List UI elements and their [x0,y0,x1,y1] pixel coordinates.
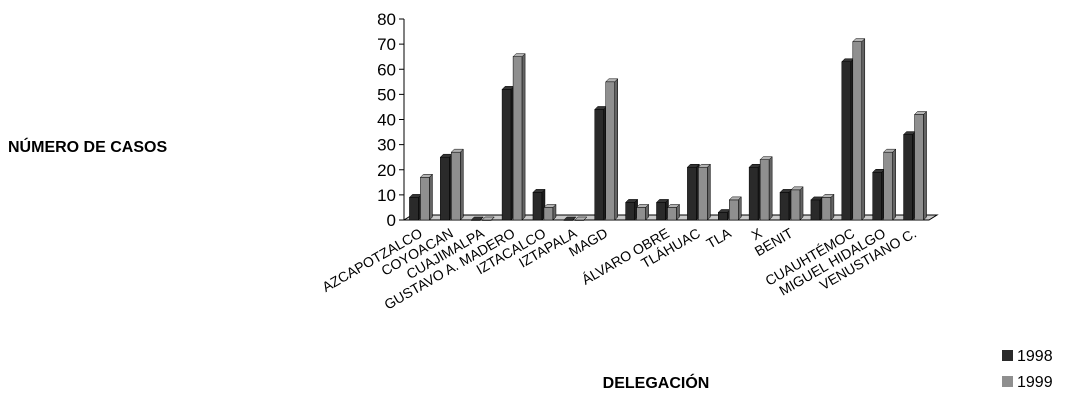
y-tick-label: 60 [377,60,396,79]
bar-1998 [439,153,453,221]
bar-1998 [841,58,855,221]
bar-1999 [543,203,557,221]
legend-swatch [1002,350,1013,361]
legend: 1998 1999 [1002,348,1053,391]
y-tick-label: 40 [377,111,396,130]
bar-1999 [450,148,464,221]
bar-1999 [821,193,835,221]
bar-1999 [419,173,434,221]
bar-1999 [636,203,650,221]
y-tick-label: 20 [377,161,396,180]
bar-1999 [481,216,495,221]
bar-1998 [532,188,546,221]
bar-1999 [852,38,866,221]
bar-1998 [655,198,670,221]
y-tick-label: 50 [377,85,396,104]
bar-1999 [790,186,804,221]
y-tick-label: 10 [377,186,396,205]
x-axis-title: DELEGACIÓN [603,373,710,392]
bars [408,38,928,221]
bar-1999 [697,163,711,221]
bar-1998 [594,105,608,221]
bar-1998 [810,196,824,221]
bar-1998 [470,216,484,221]
y-tick-label: 80 [377,10,396,29]
bar-1999 [605,78,619,221]
bar-1998 [902,130,917,221]
bar-1998 [625,198,639,221]
bar-1999 [883,148,897,221]
y-axis-title: NÚMERO DE CASOS [8,137,167,156]
bar-1999 [574,216,588,221]
legend-swatch [1002,376,1013,387]
bar-1998 [408,193,423,221]
legend-label: 1999 [1017,374,1053,391]
bar-1999 [759,156,773,221]
bar-1998 [872,168,886,221]
legend-label: 1998 [1017,348,1053,365]
category-label: TLA [704,224,735,251]
y-tick-label: 0 [387,211,396,230]
bar-1998 [563,216,577,221]
bar-1999 [512,53,526,221]
bar-1998 [779,188,793,221]
bar-1998 [748,163,762,221]
y-tick-label: 70 [377,35,396,54]
bar-1998 [717,208,731,221]
bar-1999 [666,203,681,221]
bar-1999 [728,196,742,221]
y-axis: 0 10 20 30 40 50 60 70 80 [377,10,405,230]
bar-1999 [913,110,928,221]
y-tick-label: 30 [377,136,396,155]
bar-1998 [501,85,515,221]
bar-1998 [686,163,700,221]
